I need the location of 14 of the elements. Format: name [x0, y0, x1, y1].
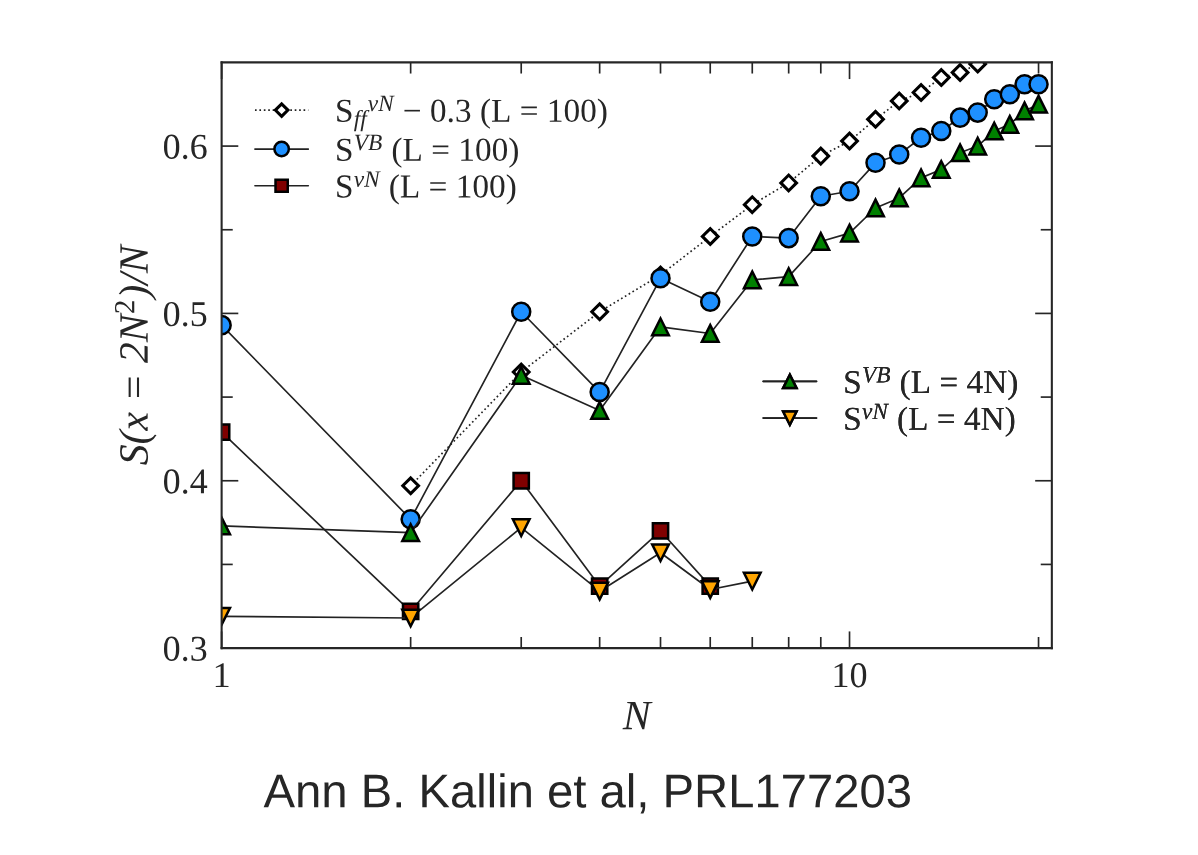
y-axis-title: S(x = 2N$^{2}$)/N [114, 243, 157, 465]
y-tick-label: 0.4 [163, 469, 208, 494]
legend-label: S$^{VB}$ (L = 4N) [845, 367, 1017, 401]
y-tick-label: 0.5 [163, 301, 207, 327]
text: Ann B. Kallin et al, PRL177203 [263, 773, 910, 814]
legend-label: S$^{vN}$ (L = 4N) [845, 403, 1015, 437]
legend-label: S$^{vN}$ (L = 100) [337, 171, 516, 205]
x-axis-title: N [622, 701, 653, 730]
y-tick-label: 0.6 [163, 134, 207, 160]
legend-label: S$^{VB}$ (L = 100) [337, 134, 518, 168]
x-tick-label: 1 [215, 663, 229, 688]
x-tick-label: 10 [834, 663, 867, 688]
legend-label: S$_{ff}$$^{vN}$ − 0.3 (L = 100) [337, 95, 607, 132]
y-tick-label: 0.3 [163, 636, 207, 662]
